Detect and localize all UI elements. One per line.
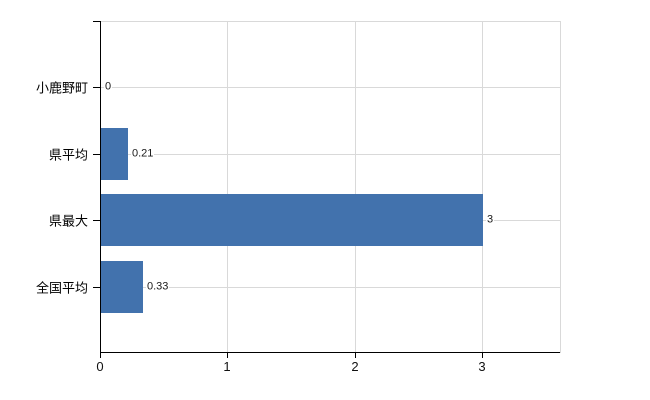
category-label-0: 小鹿野町 — [35, 80, 88, 96]
y-axis-tick — [93, 287, 100, 288]
horizontal-gridline — [101, 287, 560, 288]
bar-2 — [101, 194, 483, 246]
x-axis-tick — [482, 353, 483, 358]
bar-3 — [101, 261, 143, 313]
category-label-2: 県最大 — [48, 213, 88, 229]
category-label-1: 県平均 — [48, 147, 88, 163]
x-axis-tick — [100, 353, 101, 358]
horizontal-gridline — [101, 87, 560, 88]
x-axis-line — [100, 352, 560, 353]
bar-value-label-0: 0 — [104, 80, 113, 94]
y-axis-tick-top — [93, 21, 100, 22]
y-axis-tick — [93, 154, 100, 155]
horizontal-gridline — [101, 154, 560, 155]
vertical-gridline — [482, 21, 483, 353]
bar-value-label-1: 0.21 — [131, 147, 155, 161]
y-axis-tick — [93, 220, 100, 221]
y-axis-tick — [93, 87, 100, 88]
x-axis-tick — [227, 353, 228, 358]
x-tick-label-1: 1 — [223, 359, 231, 374]
x-axis-tick — [355, 353, 356, 358]
vertical-gridline — [227, 21, 228, 353]
bar-1 — [101, 128, 128, 180]
bar-value-label-3: 0.33 — [146, 280, 170, 294]
vertical-gridline — [355, 21, 356, 353]
bar-value-label-2: 3 — [486, 213, 495, 227]
x-tick-label-0: 0 — [96, 359, 104, 374]
x-tick-label-3: 3 — [478, 359, 486, 374]
plot-right-border — [560, 21, 561, 353]
y-axis-line — [100, 21, 101, 353]
plot-top-border — [100, 21, 561, 22]
x-tick-label-2: 2 — [351, 359, 359, 374]
category-label-3: 全国平均 — [35, 280, 88, 296]
